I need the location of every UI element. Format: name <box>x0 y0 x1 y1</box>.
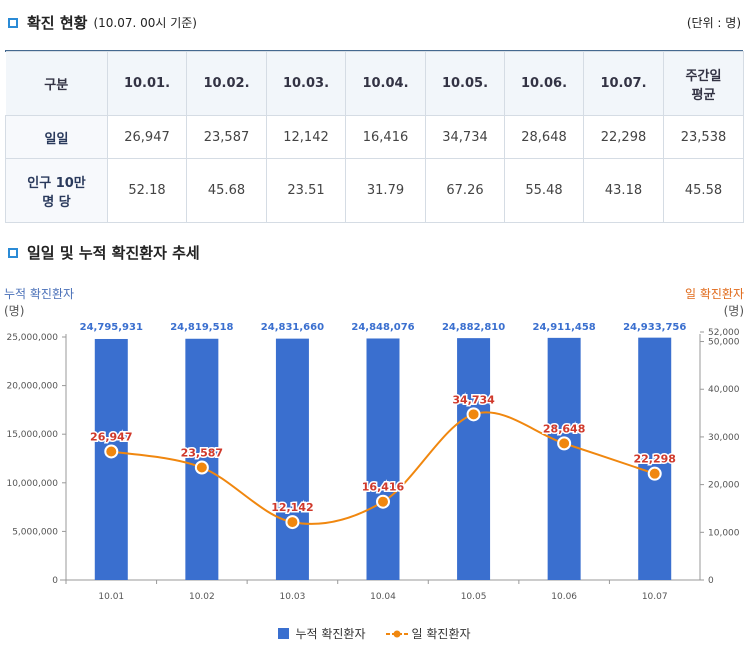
bar-cumulative <box>366 338 400 580</box>
table-cell: 45.68 <box>186 158 267 223</box>
status-title: 확진 현황 <box>27 14 88 32</box>
header-col-2: 10.02. <box>186 51 267 116</box>
table-cell: 23,587 <box>186 115 267 159</box>
table-cell: 28,648 <box>504 115 584 159</box>
line-value-label: 34,734 <box>452 393 495 406</box>
x-tick-label: 10.03 <box>280 592 306 602</box>
header-col-5: 10.05. <box>425 51 505 116</box>
bar-value-label: 24,795,931 <box>80 322 143 333</box>
x-tick-label: 10.07 <box>642 592 668 602</box>
section-square-icon <box>8 17 18 28</box>
x-tick-label: 10.06 <box>551 592 577 602</box>
chart-legend: 누적 확진환자 일 확진환자 <box>0 625 749 642</box>
line-value-label: 22,298 <box>633 453 675 466</box>
right-axis-unit: (명) <box>723 304 744 318</box>
table-cell: 45.58 <box>663 158 744 223</box>
x-tick-label: 10.04 <box>370 592 396 602</box>
table-header-row: 구분 10.01. 10.02. 10.03. 10.04. 10.05. 10.06. 10… <box>5 51 744 116</box>
y-left-tick-label: 0 <box>52 576 58 586</box>
y-right-tick-label: 20,000 <box>708 481 740 491</box>
line-value-label: 23,587 <box>181 447 223 460</box>
bar-value-label: 24,882,810 <box>442 322 505 333</box>
header-col-3: 10.03. <box>266 51 346 116</box>
line-point-daily <box>647 466 662 481</box>
line-point-daily <box>104 444 119 459</box>
table-cell: 67.26 <box>425 158 505 223</box>
table-row: 일일 26,947 23,587 12,142 16,416 34,734 28,648 22… <box>5 115 744 159</box>
x-tick-label: 10.05 <box>461 592 487 602</box>
bar-cumulative <box>638 337 672 580</box>
table-cell: 52.18 <box>107 158 187 223</box>
stats-table: 구분 10.01. 10.02. 10.03. 10.04. 10.05. 10.06. 10… <box>5 51 744 223</box>
header-col-6: 10.06. <box>504 51 584 116</box>
section-square-icon <box>8 247 18 258</box>
y-right-tick-label: 40,000 <box>708 385 740 395</box>
row-label: 인구 10만 명 당 <box>5 158 108 223</box>
x-tick-label: 10.02 <box>189 592 215 602</box>
line-point-daily <box>194 460 209 475</box>
y-left-tick-label: 25,000,000 <box>6 333 58 343</box>
status-subtitle: (10.07. 00시 기준) <box>93 16 197 30</box>
bar-value-label: 24,831,660 <box>261 322 324 333</box>
line-point-daily <box>285 515 300 530</box>
y-right-tick-label: 0 <box>708 576 714 586</box>
y-left-tick-label: 5,000,000 <box>12 527 58 537</box>
line-value-label: 12,142 <box>271 501 313 514</box>
table-cell: 12,142 <box>266 115 346 159</box>
table-cell: 23.51 <box>266 158 346 223</box>
line-value-label: 16,416 <box>362 481 405 494</box>
bar-value-label: 24,933,756 <box>623 322 686 333</box>
bar-cumulative <box>457 338 491 580</box>
bar-cumulative <box>547 337 581 580</box>
header-col-8: 주간일 평균 <box>663 51 744 116</box>
table-cell: 55.48 <box>504 158 584 223</box>
legend-item-cumulative[interactable]: 누적 확진환자 <box>278 625 366 642</box>
right-axis-title: 일 확진환자 <box>684 287 744 301</box>
bar-value-label: 24,848,076 <box>351 322 414 333</box>
legend-bar-swatch <box>278 628 290 639</box>
bar-cumulative <box>275 338 309 580</box>
legend-line-swatch <box>385 630 408 637</box>
left-axis-title: 누적 확진환자 <box>4 287 75 301</box>
row-label: 일일 <box>5 115 108 159</box>
header-col-4: 10.04. <box>345 51 426 116</box>
legend-item-daily[interactable]: 일 확진환자 <box>385 625 471 642</box>
table-cell: 26,947 <box>107 115 187 159</box>
line-point-daily <box>376 494 390 509</box>
y-left-tick-label: 10,000,000 <box>6 479 58 489</box>
header-category: 구분 <box>5 51 108 116</box>
y-right-tick-label: 30,000 <box>708 433 740 443</box>
bar-value-label: 24,911,458 <box>533 322 596 333</box>
y-left-tick-label: 15,000,000 <box>6 430 58 440</box>
line-point-daily <box>466 407 481 422</box>
table-unit: (단위 : 명) <box>686 16 741 30</box>
line-value-label: 28,648 <box>543 422 585 435</box>
table-row: 인구 10만 명 당 52.18 45.68 23.51 31.79 67.26 55.48… <box>5 158 744 223</box>
bar-cumulative <box>185 338 219 580</box>
y-left-tick-label: 20,000,000 <box>6 382 58 392</box>
y-right-tick-label: 10,000 <box>708 528 740 538</box>
x-tick-label: 10.01 <box>98 592 124 602</box>
header-col-1: 10.01. <box>107 51 187 116</box>
legend-label-cumulative: 누적 확진환자 <box>295 627 366 641</box>
line-value-label: 26,947 <box>90 430 132 443</box>
bar-cumulative <box>94 338 128 580</box>
line-point-daily <box>557 436 572 451</box>
table-cell: 43.18 <box>583 158 664 223</box>
status-section-title: 확진 현황 (10.07. 00시 기준) <box>8 12 197 33</box>
y-right-tick-label: 50,000 <box>708 338 740 348</box>
bar-value-label: 24,819,518 <box>170 322 233 333</box>
trend-section-title: 일일 및 누적 확진환자 추세 <box>8 242 200 263</box>
left-axis-unit: (명) <box>4 304 25 318</box>
table-cell: 31.79 <box>345 158 426 223</box>
legend-label-daily: 일 확진환자 <box>411 627 471 641</box>
table-cell: 16,416 <box>345 115 426 159</box>
trend-title: 일일 및 누적 확진환자 추세 <box>27 244 200 262</box>
header-col-7: 10.07. <box>583 51 664 116</box>
y-right-tick-label: 52,000 <box>708 328 740 338</box>
